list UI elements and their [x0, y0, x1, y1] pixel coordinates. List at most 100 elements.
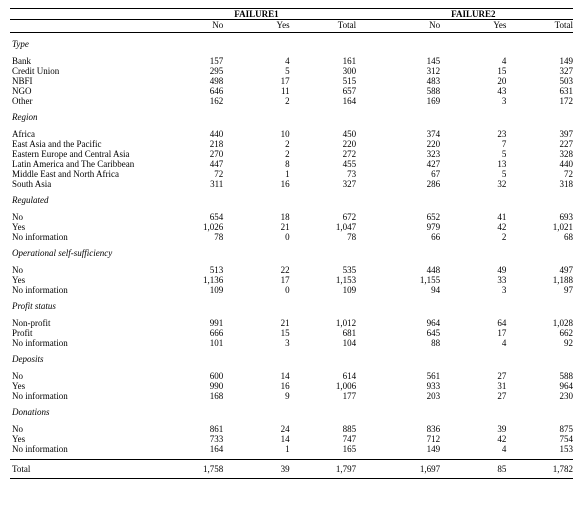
cell-value: 964	[374, 318, 441, 328]
cell-value: 78	[157, 232, 224, 242]
cell-value: 397	[506, 129, 573, 139]
cell-value: 3	[223, 338, 289, 348]
row-label: Eastern Europe and Central Asia	[10, 149, 157, 159]
cell-value: 657	[290, 86, 357, 96]
cell-value: 646	[157, 86, 224, 96]
row-label: Yes	[10, 381, 157, 391]
table-row: Non-profit991211,012964641,028	[10, 318, 573, 328]
cell-value: 272	[290, 149, 357, 159]
cell-value: 2	[223, 96, 289, 106]
table-row: Credit Union295530031215327	[10, 66, 573, 76]
cell-value: 323	[374, 149, 441, 159]
table-row: Yes7331474771242754	[10, 434, 573, 444]
cell-value: 5	[440, 169, 506, 179]
table-row: Yes990161,00693331964	[10, 381, 573, 391]
data-table: FAILURE1 FAILURE2 No Yes Total No Yes To…	[10, 8, 573, 479]
cell-value: 1,012	[290, 318, 357, 328]
cell-value: 1	[223, 169, 289, 179]
cell-value: 15	[223, 328, 289, 338]
cell-value: 11	[223, 86, 289, 96]
cell-value: 498	[157, 76, 224, 86]
col-yes-1: Yes	[223, 20, 289, 33]
cell-value: 13	[440, 159, 506, 169]
cell-value: 23	[440, 129, 506, 139]
cell-value: 203	[374, 391, 441, 401]
table-row: No information16411651494153	[10, 444, 573, 454]
cell-value: 220	[374, 139, 441, 149]
cell-value: 24	[223, 424, 289, 434]
cell-value: 747	[290, 434, 357, 444]
cell-value: 311	[157, 179, 224, 189]
row-label: Bank	[10, 56, 157, 66]
cell-value: 109	[157, 285, 224, 295]
cell-value: 33	[440, 275, 506, 285]
table-row: Yes1,026211,047979421,021	[10, 222, 573, 232]
section-header: Deposits	[10, 348, 573, 366]
cell-value: 515	[290, 76, 357, 86]
cell-value: 1,758	[157, 460, 224, 479]
cell-value: 1,047	[290, 222, 357, 232]
cell-value: 67	[374, 169, 441, 179]
col-total-1: Total	[290, 20, 357, 33]
cell-value: 4	[440, 444, 506, 454]
cell-value: 109	[290, 285, 357, 295]
cell-value: 145	[374, 56, 441, 66]
table-row: Middle East and North Africa7217367572	[10, 169, 573, 179]
cell-value: 72	[157, 169, 224, 179]
cell-value: 440	[506, 159, 573, 169]
cell-value: 172	[506, 96, 573, 106]
cell-value: 85	[440, 460, 506, 479]
row-label: No information	[10, 444, 157, 454]
cell-value: 72	[506, 169, 573, 179]
cell-value: 295	[157, 66, 224, 76]
cell-value: 17	[223, 275, 289, 285]
row-label: Other	[10, 96, 157, 106]
cell-value: 1,797	[290, 460, 357, 479]
cell-value: 64	[440, 318, 506, 328]
cell-value: 149	[374, 444, 441, 454]
cell-value: 66	[374, 232, 441, 242]
cell-value: 49	[440, 265, 506, 275]
cell-value: 712	[374, 434, 441, 444]
cell-value: 32	[440, 179, 506, 189]
cell-value: 483	[374, 76, 441, 86]
cell-value: 300	[290, 66, 357, 76]
cell-value: 39	[440, 424, 506, 434]
cell-value: 2	[223, 149, 289, 159]
cell-value: 645	[374, 328, 441, 338]
cell-value: 17	[223, 76, 289, 86]
cell-value: 168	[157, 391, 224, 401]
row-label: No	[10, 212, 157, 222]
row-label: No information	[10, 232, 157, 242]
cell-value: 162	[157, 96, 224, 106]
cell-value: 513	[157, 265, 224, 275]
cell-value: 991	[157, 318, 224, 328]
table-row: East Asia and the Pacific21822202207227	[10, 139, 573, 149]
cell-value: 9	[223, 391, 289, 401]
cell-value: 312	[374, 66, 441, 76]
cell-value: 164	[290, 96, 357, 106]
table-row: No8612488583639875	[10, 424, 573, 434]
cell-value: 588	[506, 371, 573, 381]
section-header: Region	[10, 106, 573, 124]
row-label: East Asia and the Pacific	[10, 139, 157, 149]
cell-value: 693	[506, 212, 573, 222]
row-label: Yes	[10, 275, 157, 285]
table-row: No information7807866268	[10, 232, 573, 242]
cell-value: 97	[506, 285, 573, 295]
cell-value: 17	[440, 328, 506, 338]
col-yes-2: Yes	[440, 20, 506, 33]
cell-value: 1,697	[374, 460, 441, 479]
table-row: NGO6461165758843631	[10, 86, 573, 96]
cell-value: 2	[440, 232, 506, 242]
total-row: Total1,758391,7971,697851,782	[10, 460, 573, 479]
row-label: Yes	[10, 434, 157, 444]
cell-value: 1,188	[506, 275, 573, 285]
cell-value: 227	[506, 139, 573, 149]
cell-value: 561	[374, 371, 441, 381]
table-row: Latin America and The Caribbean447845542…	[10, 159, 573, 169]
cell-value: 427	[374, 159, 441, 169]
cell-value: 875	[506, 424, 573, 434]
cell-value: 21	[223, 222, 289, 232]
cell-value: 672	[290, 212, 357, 222]
